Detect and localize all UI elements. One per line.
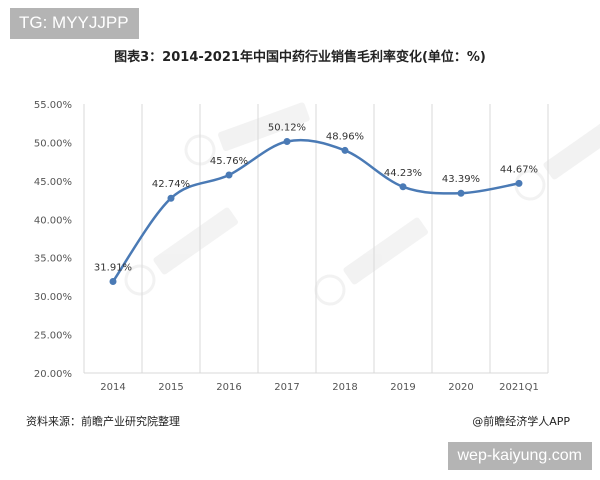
data-point — [226, 172, 233, 179]
watermark-logo — [121, 203, 242, 299]
x-tick-label: 2020 — [448, 382, 473, 393]
x-tick-label: 2019 — [390, 382, 415, 393]
data-label: 43.39% — [442, 174, 480, 185]
data-point — [400, 183, 407, 190]
data-label: 42.74% — [152, 179, 190, 190]
x-tick-label: 2014 — [100, 382, 125, 393]
y-tick-label: 40.00% — [34, 215, 72, 226]
watermark-logo-bar — [152, 206, 239, 275]
watermark-logo-bar — [342, 216, 429, 285]
data-point — [458, 190, 465, 197]
data-point — [110, 278, 117, 285]
x-tick-label: 2018 — [332, 382, 357, 393]
watermark-logo-bar — [542, 111, 600, 180]
y-tick-label: 50.00% — [34, 138, 72, 149]
x-tick-label: 2017 — [274, 382, 299, 393]
data-point — [284, 138, 291, 145]
source-note: 资料来源：前瞻产业研究院整理 — [26, 413, 180, 429]
data-label: 50.12% — [268, 123, 306, 134]
url-tag: wep-kaiyung.com — [448, 442, 593, 470]
watermark-logo — [311, 213, 432, 309]
data-point — [342, 147, 349, 154]
y-axis-ticks: 20.00% 25.00% 30.00% 35.00% 40.00% 45.00% 50.0… — [34, 100, 72, 380]
grid-lines — [84, 104, 548, 373]
y-tick-label: 55.00% — [34, 100, 72, 111]
y-tick-label: 20.00% — [34, 369, 72, 380]
data-label: 48.96% — [326, 131, 364, 142]
watermark-logo — [511, 108, 600, 204]
data-label: 44.23% — [384, 168, 422, 179]
y-tick-label: 35.00% — [34, 254, 72, 265]
data-label: 45.76% — [210, 156, 248, 167]
y-tick-label: 30.00% — [34, 292, 72, 303]
x-tick-label: 2016 — [216, 382, 241, 393]
data-point — [516, 180, 523, 187]
y-tick-label: 25.00% — [34, 331, 72, 342]
x-tick-label: 2021Q1 — [499, 382, 539, 393]
x-axis-ticks: 2014 2015 2016 2017 2018 2019 2020 2021Q1 — [100, 382, 539, 393]
data-point — [168, 195, 175, 202]
x-tick-label: 2015 — [158, 382, 183, 393]
data-label: 31.91% — [94, 262, 132, 273]
data-label: 44.67% — [500, 164, 538, 175]
credit-note: @前瞻经济学人APP — [472, 413, 570, 429]
watermark-logos — [121, 98, 600, 310]
y-tick-label: 45.00% — [34, 177, 72, 188]
